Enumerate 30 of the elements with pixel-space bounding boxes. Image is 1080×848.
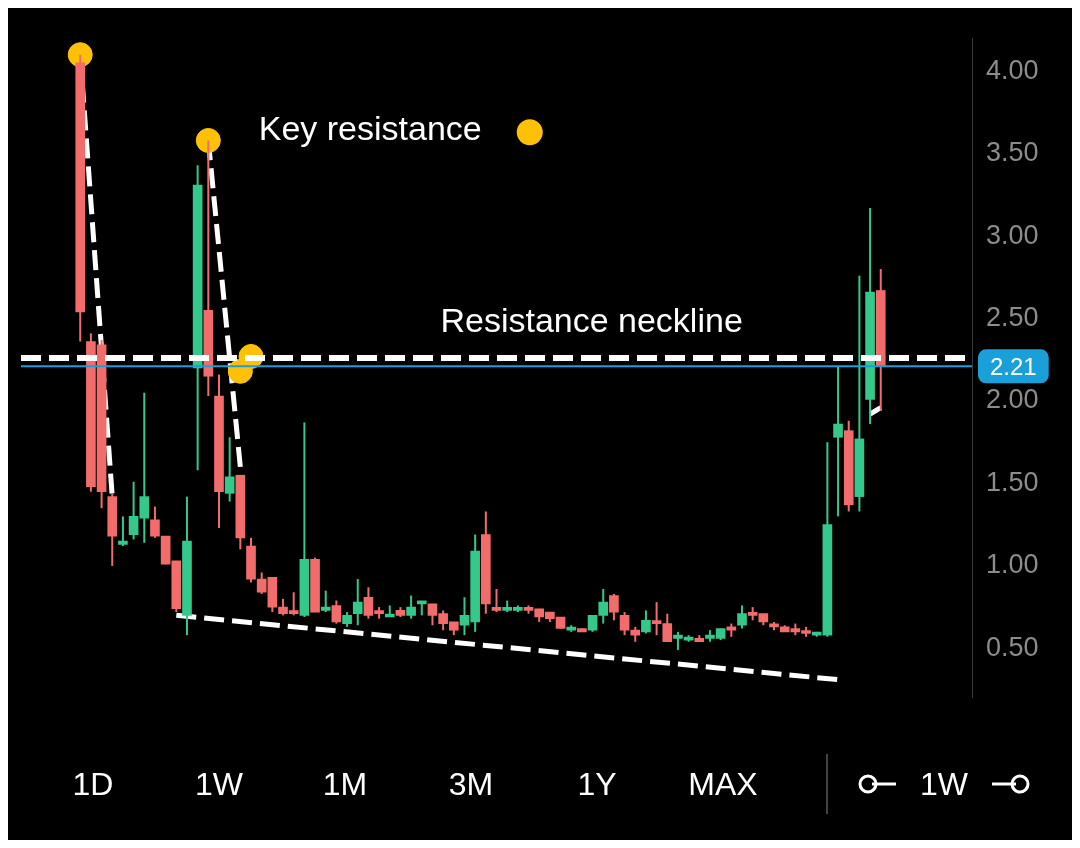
candlestick [737,604,747,630]
candlestick [641,609,651,635]
candlestick [331,599,342,625]
y-tick-label: 3.00 [986,219,1039,250]
y-tick-label: 1.00 [986,549,1039,580]
text: 1Y [576,765,618,803]
y-tick-label: 4.00 [986,54,1039,85]
y-tick-label: 2.50 [986,301,1039,332]
candlestick [118,515,128,548]
ref-line-label: 2.21 [990,352,1037,380]
text: 1W [920,765,968,803]
text: 1D [71,765,115,803]
legend-label: Key resistance [258,108,482,147]
ref-line-label: Resistance neckline [440,301,743,340]
text: MAX [687,765,759,803]
y-tick-label: 2.00 [986,384,1039,415]
y-tick-label: 3.50 [986,137,1039,168]
candlestick [609,592,619,622]
y-tick-label: 0.50 [986,631,1039,662]
y-tick-label: 1.50 [986,466,1039,497]
text: 3M [447,765,495,803]
point [195,127,221,153]
candlestick [320,589,331,614]
text: 1W [194,765,244,803]
text: 1M [321,765,369,803]
candlestick [833,365,843,518]
candlestick [224,436,235,503]
candlestick [491,587,502,614]
candlestick [406,594,416,620]
candlestick [352,578,363,627]
